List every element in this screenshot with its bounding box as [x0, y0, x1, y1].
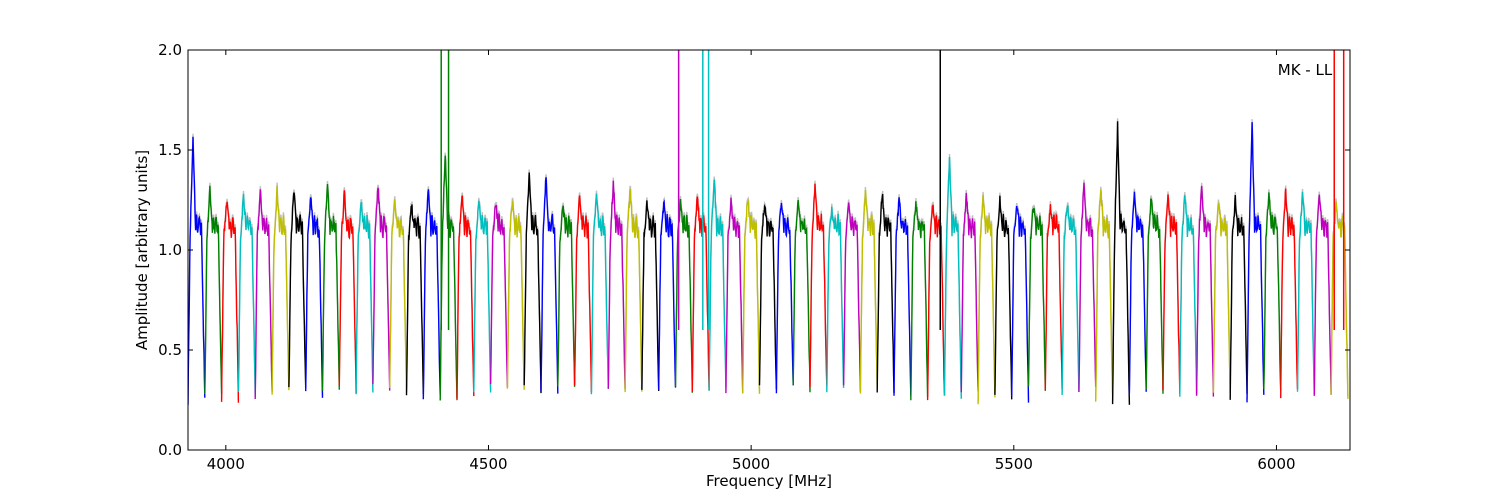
band-series-0	[188, 136, 206, 406]
band-series-51	[1044, 204, 1063, 391]
band-series-63	[1246, 122, 1265, 403]
x-tick-label-0: 4000	[207, 455, 245, 473]
band-series-62	[1229, 194, 1248, 400]
x-tick-label-2: 5000	[732, 455, 770, 473]
band-series-59	[1179, 195, 1198, 397]
band-series-43	[910, 201, 929, 401]
series-layer	[188, 50, 1349, 406]
band-series-37	[809, 183, 828, 387]
band-series-32	[725, 197, 744, 394]
band-series-58	[1162, 194, 1181, 394]
band-series-35	[775, 202, 794, 394]
band-series-38	[826, 206, 845, 393]
band-series-16	[456, 195, 475, 399]
band-series-9	[338, 190, 357, 394]
tick-layer: 4000 4500 5000 5500 6000 0.0 0.5 1.0 1.5 2.0	[158, 41, 1350, 473]
band-series-56	[1128, 191, 1147, 394]
annotation-label: MK - LL	[1278, 61, 1333, 79]
band-series-33	[742, 199, 761, 394]
band-series-27	[641, 200, 660, 392]
band-series-1	[204, 185, 223, 395]
x-tick-label-1: 4500	[469, 455, 507, 473]
band-series-49	[1011, 206, 1030, 403]
band-series-3	[237, 193, 256, 397]
band-series-31	[708, 179, 727, 391]
band-series-22	[557, 205, 576, 387]
band-series-36	[792, 200, 811, 393]
band-series-65	[1280, 188, 1299, 399]
band-series-57	[1145, 198, 1164, 394]
band-series-42	[893, 197, 912, 396]
x-axis-label: Frequency [MHz]	[706, 472, 832, 490]
band-series-52	[1061, 205, 1080, 396]
band-series-24	[590, 193, 609, 395]
band-series-54	[1095, 189, 1114, 402]
band-series-64	[1263, 192, 1282, 391]
band-series-4	[254, 189, 273, 400]
band-series-66	[1296, 191, 1315, 396]
band-series-30	[691, 196, 710, 392]
band-series-55	[1111, 121, 1131, 405]
band-series-26	[624, 188, 643, 393]
band-series-18	[489, 204, 509, 388]
band-series-6	[288, 192, 307, 388]
band-series-17	[473, 200, 492, 393]
band-series-19	[506, 200, 525, 390]
band-series-41	[876, 193, 895, 393]
y-tick-label-1: 0.5	[158, 341, 182, 359]
band-series-60	[1195, 185, 1215, 397]
band-series-14	[422, 189, 441, 400]
band-series-46	[960, 192, 979, 393]
band-series-7	[305, 197, 324, 398]
band-series-28	[658, 199, 677, 391]
y-tick-label-3: 1.5	[158, 141, 182, 159]
band-series-67	[1313, 194, 1332, 396]
x-tick-label-4: 6000	[1257, 455, 1295, 473]
band-series-11	[372, 187, 391, 391]
y-tick-label-2: 1.0	[158, 241, 182, 259]
band-series-44	[926, 204, 946, 401]
band-series-47	[977, 194, 996, 405]
band-series-5	[271, 185, 290, 395]
band-series-40	[859, 189, 878, 394]
band-series-39	[842, 202, 862, 392]
band-series-20	[523, 172, 542, 394]
band-series-10	[355, 202, 374, 395]
band-series-50	[1027, 207, 1046, 391]
band-series-48	[994, 195, 1013, 400]
x-tick-label-3: 5500	[995, 455, 1033, 473]
y-tick-label-0: 0.0	[158, 441, 182, 459]
band-series-34	[758, 204, 778, 390]
y-tick-label-4: 2.0	[158, 41, 182, 59]
band-series-61	[1212, 202, 1231, 396]
band-series-45	[943, 156, 962, 399]
band-series-23	[573, 195, 593, 393]
band-series-25	[607, 180, 626, 390]
band-series-21	[540, 177, 559, 394]
y-axis-label: Amplitude [arbitrary units]	[133, 150, 151, 350]
band-series-13	[405, 204, 424, 396]
band-series-53	[1078, 182, 1097, 393]
band-series-12	[389, 199, 408, 389]
band-series-2	[220, 201, 240, 403]
band-series-8	[321, 183, 340, 391]
